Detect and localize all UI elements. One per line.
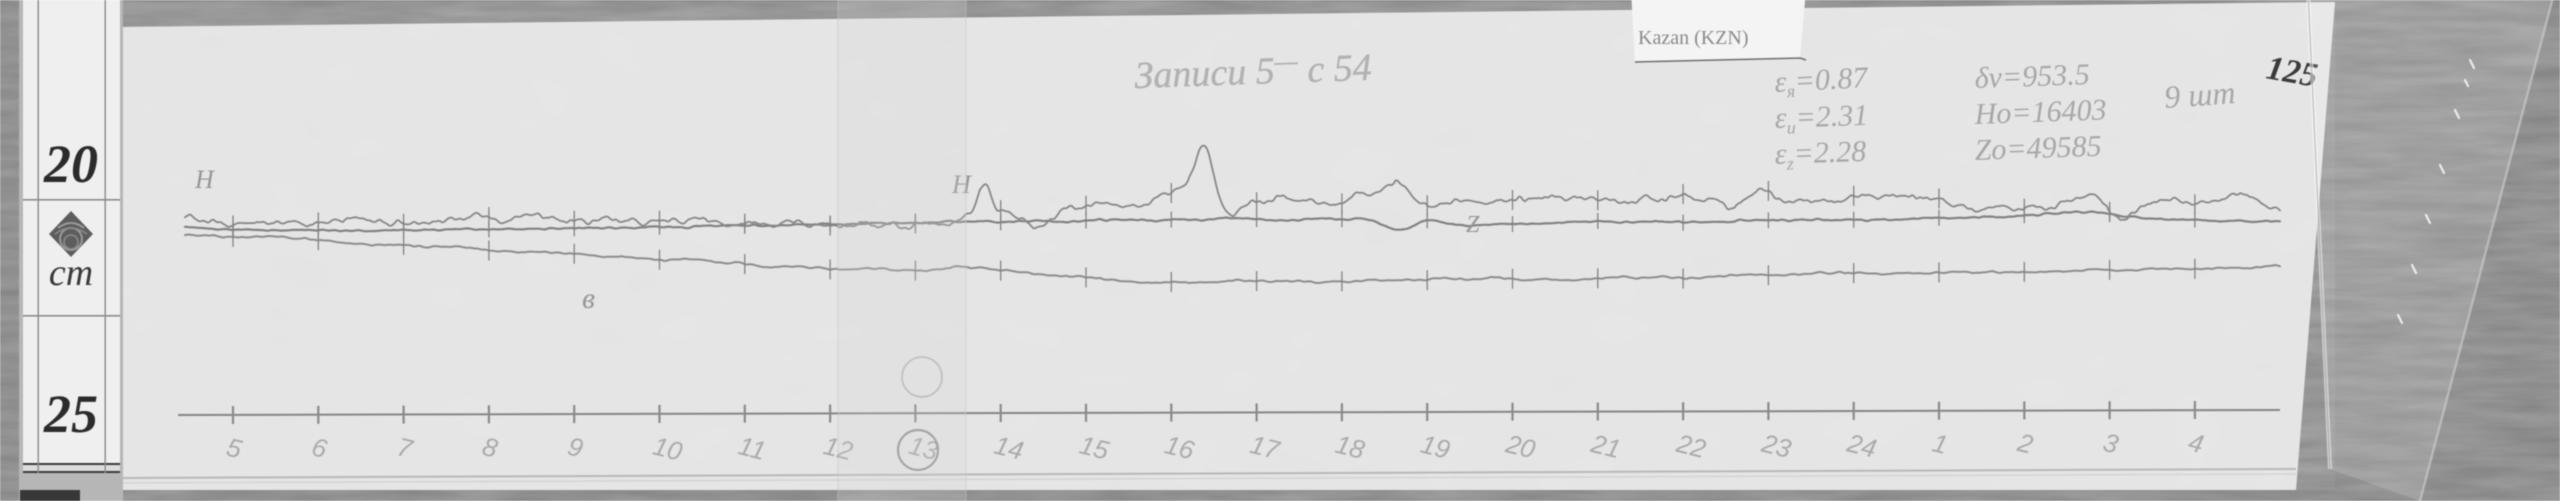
svg-text:Z: Z bbox=[1466, 212, 1480, 238]
svg-text:H: H bbox=[194, 165, 215, 194]
svg-text:Zo=49585: Zo=49585 bbox=[1974, 130, 2102, 167]
svg-text:25: 25 bbox=[43, 384, 98, 444]
svg-text:Kazan (KZN): Kazan (KZN) bbox=[1638, 27, 1749, 49]
svg-text:в: в bbox=[582, 282, 595, 315]
svg-text:cm: cm bbox=[49, 252, 93, 294]
svg-text:20: 20 bbox=[43, 134, 98, 194]
svg-text:δv=953.5: δv=953.5 bbox=[1974, 58, 2090, 95]
svg-text:Ho=16403: Ho=16403 bbox=[1973, 93, 2107, 131]
